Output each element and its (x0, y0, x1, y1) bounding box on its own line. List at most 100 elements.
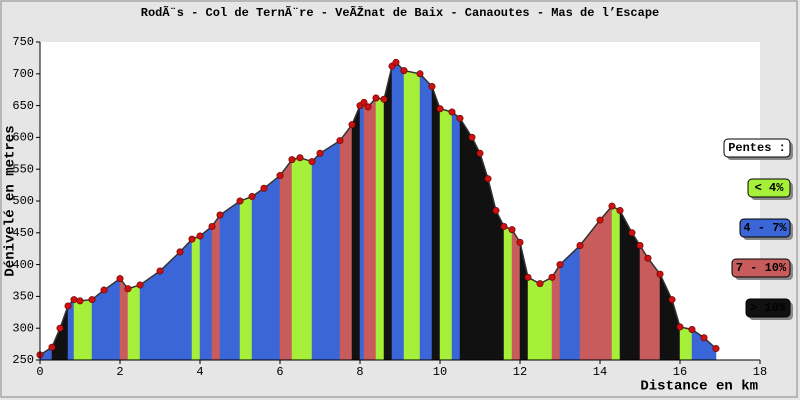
legend-item-box (739, 218, 791, 238)
legend-item-box (731, 258, 791, 278)
x-tick-label: 2 (116, 365, 123, 379)
profile-point (524, 273, 532, 281)
slope-segment (311, 152, 321, 361)
profile-point (428, 83, 436, 91)
profile-point (392, 58, 400, 66)
slope-segment (503, 226, 513, 361)
legend-item-label: 4 - 7% (743, 221, 787, 235)
chart-title: RodÃ¨s - Col de TernÃ¨re - VeÃŽnat de Ba… (141, 5, 659, 20)
slope-segment (527, 276, 541, 361)
profile-point (688, 325, 696, 333)
y-tick-label: 550 (12, 162, 34, 176)
profile-point (176, 248, 184, 256)
slope-segment (219, 200, 241, 361)
y-tick-label: 500 (12, 194, 34, 208)
slope-segment (299, 157, 313, 361)
profile-point (436, 105, 444, 113)
slope-segment (639, 244, 649, 361)
x-tick-label: 14 (593, 365, 607, 379)
profile-point (288, 156, 296, 164)
slope-segment (439, 108, 453, 361)
y-tick-label: 750 (12, 35, 34, 49)
profile-point (372, 94, 380, 102)
profile-point (576, 242, 584, 250)
profile-point (416, 70, 424, 78)
profile-point (668, 296, 676, 304)
slope-segment (511, 228, 521, 361)
profile-point (316, 149, 324, 157)
slope-segment (479, 153, 489, 361)
profile-point (116, 275, 124, 283)
slope-segment (73, 299, 81, 361)
slope-segment (351, 105, 361, 361)
legend-item-label: > 10% (750, 301, 787, 315)
profile-point (216, 211, 224, 219)
profile-point (70, 296, 78, 304)
slope-segment (599, 205, 613, 361)
x-axis-label: Distance en km (640, 379, 758, 395)
profile-point (448, 108, 456, 116)
x-tick-label: 10 (433, 365, 447, 379)
x-tick-label: 4 (196, 365, 203, 379)
profile-point (48, 343, 56, 351)
y-tick-label: 300 (12, 321, 34, 335)
profile-point (56, 324, 64, 332)
legend-item-box (745, 298, 791, 318)
slope-segment (611, 205, 621, 361)
legend-title-box (723, 138, 791, 158)
slope-segment (179, 238, 193, 361)
profile-point (360, 98, 368, 106)
x-tick-label: 18 (753, 365, 767, 379)
profile-point (500, 222, 508, 230)
profile-point (628, 229, 636, 237)
profile-point (676, 323, 684, 331)
profile-point (336, 137, 344, 145)
y-tick-label: 450 (12, 226, 34, 240)
profile-point (196, 232, 204, 240)
slope-segment (451, 111, 461, 361)
profile-point (656, 270, 664, 278)
slope-segment (471, 137, 481, 361)
slope-segment (431, 86, 441, 361)
profile-point (712, 345, 720, 353)
x-tick-label: 8 (356, 365, 363, 379)
profile-line (39, 61, 717, 356)
profile-point (456, 114, 464, 122)
profile-point (608, 202, 616, 210)
slope-segment (79, 299, 93, 361)
slope-segment (359, 101, 365, 361)
profile-point (260, 184, 268, 192)
profile-point (236, 197, 244, 205)
profile-point (156, 267, 164, 275)
x-tick-label: 0 (36, 365, 43, 379)
slope-segment (291, 157, 301, 361)
slope-segment (211, 214, 221, 361)
profile-point (492, 207, 500, 215)
legend-item-box (747, 178, 791, 198)
profile-point (380, 95, 388, 103)
profile-point (248, 193, 256, 201)
slope-segment (363, 101, 369, 361)
y-tick-label: 600 (12, 131, 34, 145)
x-tick-label: 12 (513, 365, 527, 379)
profile-point (100, 286, 108, 294)
profile-point (548, 273, 556, 281)
legend-item-label: 7 - 10% (736, 261, 787, 275)
y-tick-label: 400 (12, 258, 34, 272)
profile-point (484, 175, 492, 183)
slope-segment (279, 158, 293, 361)
slope-segment (383, 66, 393, 361)
profile-point (188, 235, 196, 243)
x-tick-label: 6 (276, 365, 283, 379)
profile-point (348, 121, 356, 129)
slope-segment (251, 187, 265, 361)
profile-point (644, 254, 652, 262)
y-tick-label: 650 (12, 99, 34, 113)
slope-segment (263, 175, 281, 361)
y-tick-label: 350 (12, 290, 34, 304)
slope-segment (367, 97, 377, 361)
profile-point (516, 238, 524, 246)
slope-segment (539, 276, 553, 361)
